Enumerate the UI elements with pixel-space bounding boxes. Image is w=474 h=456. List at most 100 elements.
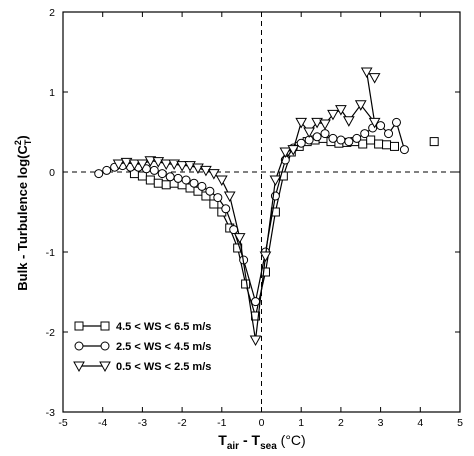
data-point-triangle-down (354, 100, 367, 111)
data-point-circle (102, 165, 112, 175)
y-tick-label: 1 (49, 87, 55, 99)
legend-label: 0.5 < WS < 2.5 m/s (116, 361, 211, 373)
data-point-triangle-down (136, 159, 149, 171)
legend-item: 0.5 < WS < 2.5 m/s (73, 361, 211, 373)
x-tick-label: 1 (298, 417, 304, 429)
y-tick-label: 0 (49, 167, 55, 179)
x-tick-label: -1 (217, 417, 226, 429)
data-point-triangle-down (279, 147, 292, 159)
data-point-triangle-down (327, 109, 339, 121)
data-point-circle (391, 117, 401, 127)
data-point-circle (344, 137, 354, 147)
data-point-circle (312, 132, 322, 142)
y-tick-label: -2 (46, 327, 55, 339)
data-point-triangle-down (208, 169, 220, 180)
x-tick-label: 4 (417, 417, 423, 429)
data-point-circle (360, 129, 370, 139)
data-point-square (145, 175, 155, 185)
data-point-triangle-down (287, 145, 300, 156)
data-point-circle (149, 165, 159, 175)
legend-item: 2.5 < WS < 4.5 m/s (74, 341, 211, 353)
data-point-circle (189, 178, 199, 188)
series-circle (94, 117, 409, 307)
legend-marker-square (100, 321, 110, 331)
data-point-triangle-down (120, 157, 133, 169)
data-point-triangle-down (269, 175, 282, 187)
legend-marker-square (74, 321, 84, 331)
x-tick-label: -5 (58, 417, 67, 429)
x-tick-label: -2 (177, 417, 186, 429)
data-point-triangle-down (335, 105, 347, 116)
x-axis-title: Tair - Tsea (°C) (218, 432, 305, 452)
x-tick-label: 5 (457, 417, 463, 429)
data-point-triangle-down (249, 335, 262, 347)
y-tick-label: 2 (49, 7, 55, 19)
data-point-triangle-down (303, 127, 315, 139)
legend-item: 4.5 < WS < 6.5 m/s (74, 321, 211, 333)
data-point-triangle-down (215, 175, 228, 187)
y-tick-label: -3 (46, 407, 55, 419)
data-point-triangle-down (295, 117, 308, 129)
data-point-square (161, 180, 171, 190)
data-point-triangle-down (112, 159, 125, 171)
y-tick-label: -1 (46, 247, 55, 259)
data-point-triangle-down (200, 165, 212, 177)
data-point-circle (157, 169, 167, 179)
legend-marker-triangle-down (73, 361, 85, 373)
data-point-triangle-down (311, 117, 323, 129)
data-point-triangle-down (259, 251, 272, 263)
x-tick-label: -3 (138, 417, 147, 429)
data-point-triangle-down (176, 161, 188, 172)
data-point-triangle-down (160, 159, 173, 171)
data-point-triangle-down (128, 159, 141, 171)
data-point-triangle-down (319, 119, 331, 131)
data-point-circle (296, 138, 306, 148)
data-point-circle (205, 186, 215, 196)
data-point-circle (94, 169, 104, 179)
data-point-square (389, 141, 399, 151)
data-point-circle (251, 297, 261, 307)
data-point-circle (221, 204, 231, 214)
data-point-circle (376, 121, 386, 131)
data-point-triangle-down (368, 73, 381, 84)
data-point-triangle-down (168, 159, 181, 171)
data-point-triangle-down (233, 233, 246, 244)
y-axis-title: Bulk - Turbulence log(C2T) (13, 135, 33, 291)
series-triangle-down (112, 67, 381, 347)
data-point-circle (352, 133, 362, 143)
legend-marker-triangle-down (99, 361, 111, 373)
data-point-square (366, 135, 376, 145)
legend-label: 2.5 < WS < 4.5 m/s (116, 341, 211, 353)
data-point-circle (197, 181, 207, 191)
legend-marker-circle (100, 341, 110, 351)
data-point-triangle-down (144, 156, 157, 167)
legend-label: 4.5 < WS < 6.5 m/s (116, 321, 211, 333)
legend: 4.5 < WS < 6.5 m/s 2.5 < WS < 4.5 m/s 0.5 … (73, 321, 211, 373)
data-point-circle (320, 129, 330, 139)
data-point-circle (328, 133, 338, 143)
x-tick-label: -4 (98, 417, 107, 429)
data-point-square (153, 178, 163, 188)
series-layer (94, 67, 439, 347)
data-point-circle (336, 135, 346, 145)
data-point-circle (181, 175, 191, 185)
data-point-triangle-down (342, 116, 355, 127)
data-point-square (429, 137, 439, 147)
data-point-circle (173, 173, 183, 183)
data-point-circle (384, 129, 394, 139)
series-line-circle (98, 121, 405, 302)
x-tick-label: 0 (259, 417, 265, 429)
data-point-square (382, 140, 392, 150)
data-point-circle (213, 193, 223, 203)
data-point-triangle-down (223, 191, 236, 203)
x-tick-label: 3 (378, 417, 384, 429)
data-point-square (209, 199, 219, 209)
data-point-circle (399, 145, 409, 155)
legend-marker-circle (74, 341, 84, 351)
data-point-square (374, 139, 384, 149)
data-point-square (137, 171, 147, 181)
data-point-square (241, 279, 251, 289)
axis-ticks: -5 -4 -3 -2 -1 0 1 2 3 4 5 -3 -2 -1 0 1 2 (46, 7, 463, 429)
data-point-circle (165, 172, 175, 182)
